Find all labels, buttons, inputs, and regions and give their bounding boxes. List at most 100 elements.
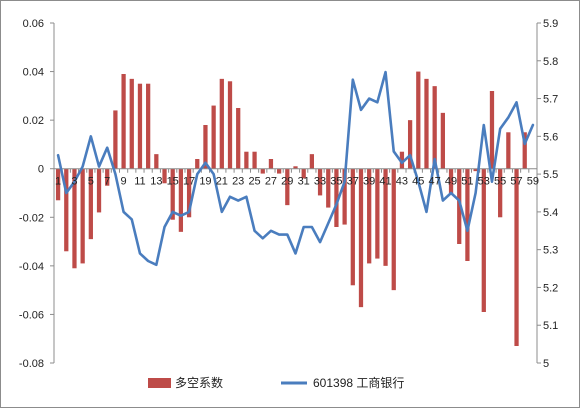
bar-mark xyxy=(440,112,445,169)
x-tick-label: 57 xyxy=(510,176,522,188)
bar-mark xyxy=(64,168,69,252)
left-tick-label: 0.04 xyxy=(23,67,44,79)
x-tick-label: 55 xyxy=(494,176,506,188)
bar-mark xyxy=(88,168,93,240)
x-tick-label: 3 xyxy=(71,176,77,188)
bar-mark xyxy=(473,168,478,172)
bar-mark xyxy=(498,168,503,218)
bar-mark xyxy=(55,168,61,201)
right-tick-label: 5.9 xyxy=(543,18,558,30)
bar-mark xyxy=(514,168,519,346)
bar-mark xyxy=(268,159,274,169)
bar-mark xyxy=(465,168,470,261)
x-tick-label: 59 xyxy=(527,176,539,188)
x-tick-label: 17 xyxy=(183,176,195,188)
legend-label-line: 601398 工商银行 xyxy=(313,375,404,390)
x-tick-label: 7 xyxy=(104,176,110,188)
right-tick-label: 5.2 xyxy=(543,282,558,294)
bar-mark xyxy=(219,78,224,169)
bar-mark xyxy=(317,168,323,196)
legend-swatch-bar xyxy=(148,378,171,388)
x-tick-label: 33 xyxy=(314,176,326,188)
bar-mark xyxy=(129,78,134,169)
bar-mark xyxy=(244,151,249,169)
bar-mark xyxy=(72,168,77,269)
bar-mark xyxy=(448,168,454,193)
bar-mark xyxy=(113,110,118,169)
bar-series-group xyxy=(55,71,527,346)
right-tick-label: 5.5 xyxy=(543,169,558,181)
bar-mark xyxy=(399,151,405,169)
x-tick-label: 47 xyxy=(429,176,441,188)
bar-mark xyxy=(293,166,298,169)
bar-mark xyxy=(358,168,364,308)
bar-mark xyxy=(252,151,257,169)
tick-labels-group: 0.06 0.04 0.02 0 -0.02 -0.04 -0.06 -0.08 5.9 5.8 5… xyxy=(19,18,558,370)
bar-mark xyxy=(391,168,396,291)
legend-label-bar: 多空系数 xyxy=(175,375,223,390)
bar-mark xyxy=(227,81,233,169)
right-tick-label: 5.7 xyxy=(543,94,558,106)
left-tick-label: -0.02 xyxy=(19,212,44,224)
bar-mark xyxy=(506,132,511,169)
bar-mark xyxy=(203,125,208,169)
bar-mark xyxy=(96,168,102,213)
bar-mark xyxy=(277,168,282,174)
bar-mark xyxy=(457,168,462,244)
line-series-group xyxy=(56,70,535,267)
line-series-path xyxy=(56,70,535,267)
legend: 多空系数 601398 工商银行 xyxy=(148,375,404,390)
x-tick-label: 53 xyxy=(478,176,490,188)
right-tick-label: 5.8 xyxy=(543,56,558,68)
x-tick-label: 21 xyxy=(216,176,228,188)
right-tick-label: 5.1 xyxy=(543,320,558,332)
x-tick-label: 35 xyxy=(330,176,342,188)
x-tick-label: 1 xyxy=(55,176,61,188)
bar-mark xyxy=(481,168,486,312)
bar-mark xyxy=(137,83,143,169)
bar-mark xyxy=(489,91,495,169)
bar-mark xyxy=(383,168,388,266)
x-tick-label: 43 xyxy=(396,176,408,188)
right-tick-label: 5.6 xyxy=(543,131,558,143)
bar-mark xyxy=(334,168,339,227)
bar-mark xyxy=(407,120,413,169)
left-tick-label: -0.06 xyxy=(19,309,44,321)
bar-mark xyxy=(416,71,421,169)
x-tick-label: 29 xyxy=(281,176,293,188)
axes-group xyxy=(50,22,541,364)
right-tick-label: 5 xyxy=(543,358,549,370)
bar-mark xyxy=(236,108,241,169)
bar-mark xyxy=(80,168,85,264)
x-tick-label: 15 xyxy=(167,176,179,188)
x-tick-label: 37 xyxy=(347,176,359,188)
x-tick-label: 9 xyxy=(121,176,127,188)
bar-mark xyxy=(195,159,200,169)
bar-mark xyxy=(301,168,306,179)
left-tick-label: 0 xyxy=(38,164,44,176)
x-tick-label: 41 xyxy=(379,176,391,188)
bar-mark xyxy=(350,168,355,286)
x-tick-label: 23 xyxy=(232,176,244,188)
right-tick-label: 5.4 xyxy=(543,207,558,219)
bar-mark xyxy=(121,74,126,169)
bar-mark xyxy=(105,168,110,186)
bar-mark xyxy=(285,168,290,206)
right-tick-label: 5.3 xyxy=(543,245,558,257)
x-tick-label: 13 xyxy=(150,176,162,188)
x-tick-label: 11 xyxy=(134,176,145,188)
left-tick-label: 0.02 xyxy=(23,115,44,127)
bar-mark xyxy=(309,154,314,169)
bar-mark xyxy=(326,168,331,208)
bar-mark xyxy=(342,168,347,225)
bar-mark xyxy=(424,78,429,169)
x-tick-label: 45 xyxy=(412,176,424,188)
bar-mark xyxy=(375,168,380,259)
bar-mark xyxy=(260,168,265,174)
left-tick-label: 0.06 xyxy=(23,18,44,30)
left-tick-label: -0.08 xyxy=(19,358,44,370)
bar-mark xyxy=(432,86,437,169)
x-tick-label: 5 xyxy=(88,176,94,188)
